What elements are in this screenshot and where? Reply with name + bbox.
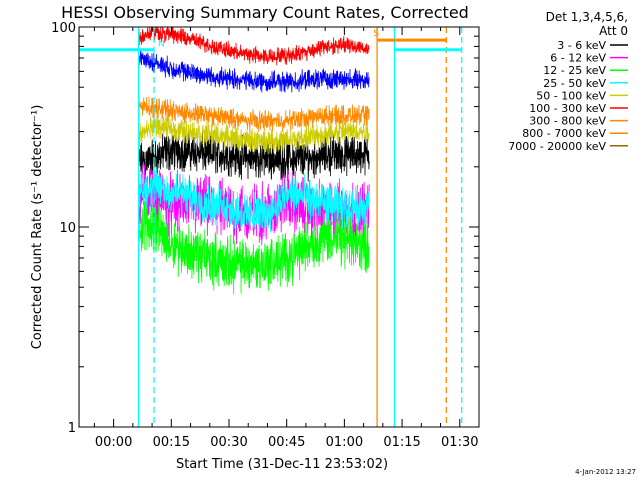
x-tick-label: 01:00 [326,435,363,450]
y-tick-label: 1 [68,421,76,436]
plot-area: NS [79,27,463,427]
x-tick-label: 01:30 [441,435,478,450]
footer-date: 4-Jan-2012 13:27 [575,468,636,476]
y-axis: 1 10 100 [51,21,479,436]
legend-label: 7000 - 20000 keV [508,140,606,153]
legend-header-line1: Det 1,3,4,5,6, [546,10,628,24]
series-line-800-7000keV [138,49,370,422]
series-line-25-50keV [138,166,370,422]
series-line-6-12keV [138,164,370,422]
x-tick-label: 00:45 [268,435,305,450]
annotation-s: S [373,29,379,39]
x-axis-label: Start Time (31-Dec-11 23:53:02) [176,457,388,472]
y-tick-label: 100 [51,21,76,36]
legend-label: 300 - 800 keV [529,115,606,128]
series-line-12-25keV [138,199,370,422]
legend-label: 12 - 25 keV [543,64,606,77]
y-axis-label: Corrected Count Rate (s⁻¹ detector⁻¹) [30,105,45,350]
x-axis: 00:00 00:15 00:30 00:45 01:00 01:15 01:30 [93,27,480,450]
x-tick-label: 01:15 [383,435,420,450]
legend-label: 25 - 50 keV [543,77,606,90]
series-line-50-100keV [138,114,370,422]
legend-label: 3 - 6 keV [557,39,606,52]
legend-label: 100 - 300 keV [529,102,606,115]
legend-label: 6 - 12 keV [550,52,606,65]
legend-header-line2: Att 0 [599,24,628,38]
chart-title: HESSI Observing Summary Count Rates, Cor… [61,3,469,22]
annotation-n: N [158,39,165,49]
x-tick-label: 00:15 [153,435,190,450]
series-line-300-800keV [138,95,370,422]
legend-label: 50 - 100 keV [536,89,606,102]
x-tick-label: 00:00 [95,435,132,450]
series-line-100-300keV [138,27,370,422]
x-tick-label: 00:30 [210,435,247,450]
y-tick-label: 10 [59,221,76,236]
legend-label: 800 - 7000 keV [522,127,606,140]
series-line-3-6keV [138,129,370,422]
